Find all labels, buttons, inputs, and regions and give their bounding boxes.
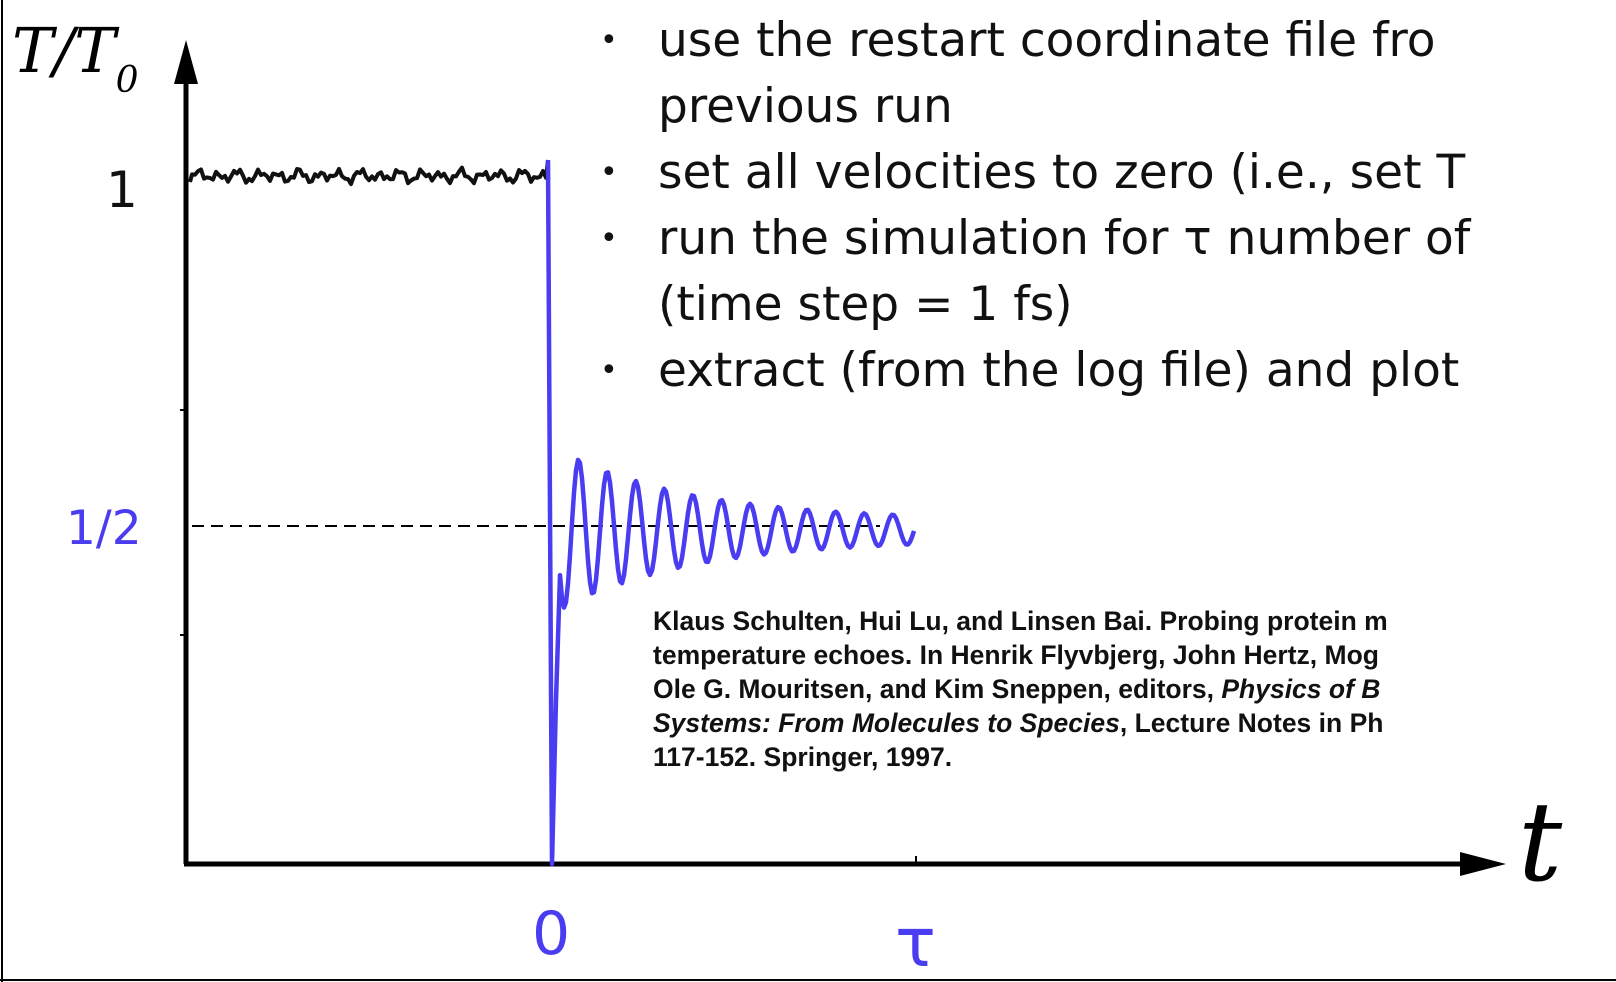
instruction-item: • run the simulation for τ number of (590, 206, 1470, 272)
instruction-line: (time step = 1 fs) (658, 277, 1073, 332)
citation-book-title: Physics of B (1221, 674, 1381, 704)
instruction-continuation: (time step = 1 fs) (590, 272, 1470, 338)
citation-line: Systems: From Molecules to Species, Lect… (653, 706, 1613, 740)
y-tick-label-one: 1 (106, 161, 138, 219)
y-tick-label-half: 1/2 (66, 501, 142, 556)
bullet-icon: • (600, 221, 618, 256)
instruction-line: previous run (658, 79, 953, 134)
instruction-line: extract (from the log file) and plot (658, 343, 1460, 398)
citation-line: Klaus Schulten, Hui Lu, and Linsen Bai. … (653, 606, 1388, 636)
bullet-icon: • (600, 155, 618, 190)
citation-book-title: Systems: From Molecules to Species (653, 708, 1120, 738)
temperature-trace-after-reset (545, 159, 917, 867)
x-tick-label-tau: τ (895, 904, 936, 982)
bullet-icon: • (600, 23, 618, 58)
instruction-continuation: previous run (590, 74, 1470, 140)
instruction-item: • use the restart coordinate file fro (590, 8, 1470, 74)
bullet-icon: • (600, 353, 618, 388)
instruction-line: set all velocities to zero (i.e., set T (658, 145, 1466, 200)
citation-text: Ole G. Mouritsen, and Kim Sneppen, edito… (653, 674, 1222, 704)
instruction-list: • use the restart coordinate file fro pr… (590, 8, 1470, 404)
x-axis-label: t (1518, 778, 1563, 906)
instruction-item: • extract (from the log file) and plot (590, 338, 1470, 404)
citation-line: temperature echoes. In Henrik Flyvbjerg,… (653, 640, 1379, 670)
instruction-item: • set all velocities to zero (i.e., set … (590, 140, 1470, 206)
citation-text: , Lecture Notes in Ph (1119, 708, 1384, 738)
temperature-trace-before-reset (188, 159, 550, 187)
x-axis-arrowhead (1460, 852, 1506, 876)
reference-citation: Klaus Schulten, Hui Lu, and Linsen Bai. … (653, 604, 1613, 774)
x-tick-label-zero: 0 (532, 899, 570, 969)
citation-line: Ole G. Mouritsen, and Kim Sneppen, edito… (653, 672, 1613, 706)
y-axis-label: T/T0 (12, 14, 139, 101)
instruction-line: use the restart coordinate file fro (658, 13, 1436, 68)
citation-line: 117-152. Springer, 1997. (653, 742, 953, 772)
instruction-line: run the simulation for τ number of (658, 211, 1471, 266)
y-axis-arrowhead (174, 40, 198, 84)
